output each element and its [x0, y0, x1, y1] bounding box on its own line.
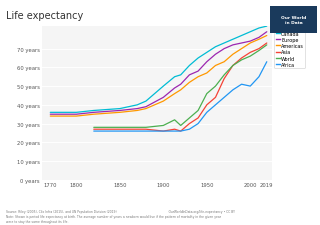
Text: Our World
in Data: Our World in Data [281, 16, 306, 25]
Text: Life expectancy: Life expectancy [6, 11, 84, 21]
Text: Source: Riley (2005), Clio Infra (2015), and UN Population Division (2019)      : Source: Riley (2005), Clio Infra (2015),… [6, 209, 235, 223]
Legend: Canada, Europe, Americas, Asia, World, Africa: Canada, Europe, Americas, Asia, World, A… [274, 30, 306, 69]
